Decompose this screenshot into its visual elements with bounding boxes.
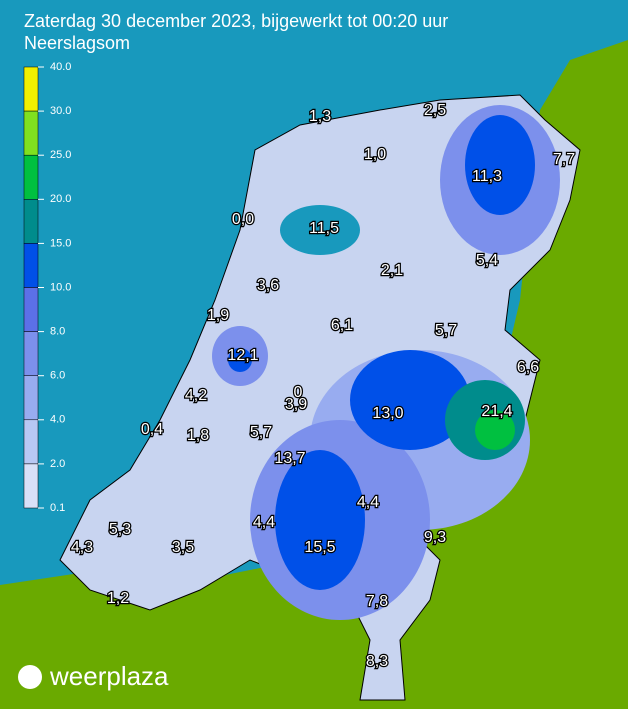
legend-swatch	[23, 154, 39, 200]
station-value: 1,3	[309, 108, 331, 125]
legend-swatch	[23, 199, 39, 244]
legend-label: 25.0	[50, 149, 71, 161]
station-value: 1,8	[187, 427, 209, 444]
netherlands	[59, 94, 581, 701]
legend-label: 30.0	[50, 105, 71, 117]
station-value: 21,4	[481, 403, 512, 420]
station-value: 1,0	[364, 146, 386, 163]
legend-label: 10.0	[50, 281, 71, 293]
legend-label: 20.0	[50, 193, 71, 205]
logo-icon	[18, 665, 42, 689]
legend-label: 4.0	[50, 414, 65, 426]
title: Zaterdag 30 december 2023, bijgewerkt to…	[24, 11, 448, 31]
legend-swatch	[23, 331, 39, 376]
station-value: 2,5	[424, 102, 446, 119]
station-value: 2,1	[381, 262, 403, 279]
station-value: 0,4	[141, 421, 163, 438]
station-value: 1,2	[107, 590, 129, 607]
station-value: 11,5	[309, 220, 339, 237]
legend-swatch	[23, 463, 39, 509]
subtitle: Neerslagsom	[24, 33, 130, 53]
station-value: 15,5	[304, 539, 335, 556]
station-value: 0	[294, 384, 303, 401]
station-value: 5,7	[250, 424, 272, 441]
legend-swatch	[23, 287, 39, 332]
station-value: 3,9	[285, 396, 307, 413]
station-value: 5,4	[476, 252, 498, 269]
logo: weerplaza	[49, 661, 169, 691]
station-value: 5,7	[435, 322, 457, 339]
land	[0, 40, 628, 709]
legend-swatch	[23, 243, 39, 288]
station-value: 9,3	[424, 529, 446, 546]
legend-label: 0.1	[50, 502, 65, 514]
station-value: 12,1	[227, 347, 258, 364]
precipitation-areas	[212, 105, 560, 620]
legend-swatch	[23, 375, 39, 421]
station-value: 7,8	[366, 593, 388, 610]
station-value: 13,7	[274, 450, 305, 467]
station-value: 7,7	[553, 151, 575, 168]
legend-swatch	[23, 419, 39, 465]
station-value: 4,2	[185, 387, 207, 404]
legend-label: 2.0	[50, 458, 65, 470]
station-value: 3,5	[172, 539, 194, 556]
legend-swatch	[23, 110, 39, 156]
station-value: 8,3	[366, 653, 388, 670]
station-value: 11,3	[472, 168, 502, 185]
station-value: 4,4	[357, 494, 379, 511]
station-value: 4,3	[71, 539, 93, 556]
legend-label: 15.0	[50, 237, 71, 249]
station-value: 4,4	[253, 514, 275, 531]
station-value: 3,6	[257, 277, 279, 294]
station-value: 6,6	[517, 359, 539, 376]
station-value: 1,9	[207, 307, 229, 324]
legend-swatch	[23, 66, 39, 112]
station-value: 13,0	[372, 405, 403, 422]
legend-label: 40.0	[50, 61, 71, 73]
station-value: 6,1	[331, 317, 353, 334]
legend-label: 6.0	[50, 370, 65, 382]
station-value: 5,3	[109, 521, 131, 538]
station-value: 0,0	[232, 211, 254, 228]
legend-label: 8.0	[50, 326, 65, 338]
